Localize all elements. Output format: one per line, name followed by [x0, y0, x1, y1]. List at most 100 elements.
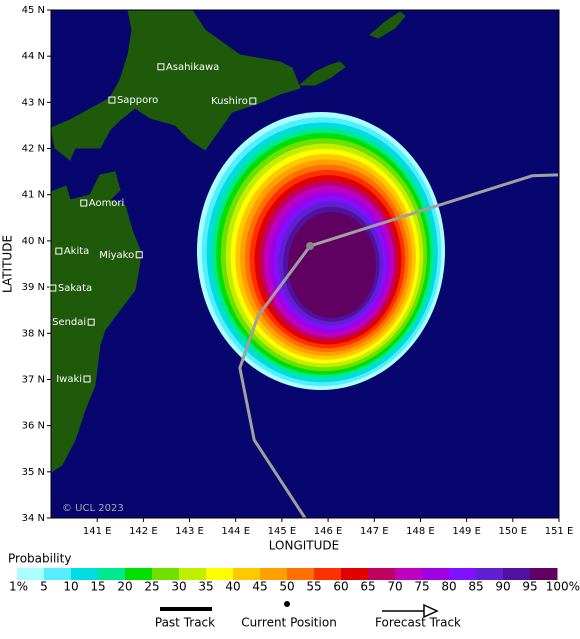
legend-arrow — [423, 603, 439, 619]
y-tick-label: 39 N — [22, 282, 45, 293]
city-marker — [83, 375, 91, 383]
hokkaido — [51, 10, 301, 161]
colorbar-label: 85 — [468, 580, 483, 594]
city-marker — [80, 199, 88, 207]
y-tick-label: 36 N — [22, 421, 45, 432]
y-tick-label: 45 N — [22, 5, 45, 16]
x-tick-label: 142 E — [129, 526, 158, 537]
colorbar-swatch — [314, 568, 342, 580]
x-tick-label: 151 E — [545, 526, 574, 537]
colorbar-swatch — [449, 568, 477, 580]
city-marker — [157, 63, 165, 71]
y-tick-label: 41 N — [22, 190, 45, 201]
x-tick-label: 144 E — [221, 526, 250, 537]
city-marker — [135, 251, 143, 259]
y-axis-label: LATITUDE — [1, 235, 15, 293]
y-tick-label: 35 N — [22, 467, 45, 478]
legend-label: Past Track — [155, 616, 215, 630]
colorbar-label: 80 — [441, 580, 456, 594]
legend-current-position — [284, 601, 290, 607]
x-tick-label: 143 E — [175, 526, 204, 537]
colorbar-label: 70 — [387, 580, 402, 594]
city-label: Sapporo — [117, 95, 158, 106]
city-label: Sendai — [52, 317, 86, 328]
colorbar-swatch — [71, 568, 99, 580]
city-marker — [249, 97, 257, 105]
colorbar-swatch — [206, 568, 234, 580]
colorbar-label: 75 — [414, 580, 429, 594]
city-marker — [55, 247, 63, 255]
colorbar-label: 55 — [306, 580, 321, 594]
city-marker — [49, 284, 57, 292]
y-tick-label: 44 N — [22, 51, 45, 62]
sakhalin — [159, 10, 176, 19]
city-label: Akita — [64, 246, 89, 257]
colorbar-swatch — [233, 568, 261, 580]
colorbar-swatch — [287, 568, 315, 580]
kurils-2 — [369, 11, 406, 39]
colorbar-swatch — [422, 568, 450, 580]
y-tick-label: 40 N — [22, 236, 45, 247]
x-tick-label: 145 E — [268, 526, 297, 537]
colorbar-swatch — [341, 568, 369, 580]
y-tick-label: 37 N — [22, 374, 45, 385]
colorbar-label: 65 — [360, 580, 375, 594]
y-tick-label: 42 N — [22, 144, 45, 155]
colorbar-swatch — [368, 568, 396, 580]
city-label: Sakata — [58, 283, 92, 294]
colorbar-swatch — [503, 568, 531, 580]
colorbar-title: Probability — [8, 552, 71, 566]
current-position — [306, 241, 315, 250]
colorbar-swatch — [530, 568, 558, 580]
copyright: © UCL 2023 — [62, 503, 124, 514]
colorbar-swatch — [260, 568, 288, 580]
x-tick-label: 150 E — [499, 526, 528, 537]
colorbar-swatch — [125, 568, 153, 580]
colorbar-label: 45 — [252, 580, 267, 594]
x-tick-label: 148 E — [406, 526, 435, 537]
colorbar-label: 90 — [495, 580, 510, 594]
colorbar-swatch — [44, 568, 72, 580]
colorbar-label: 100% — [546, 580, 580, 594]
city-label: Miyako — [99, 250, 134, 261]
y-tick-label: 43 N — [22, 97, 45, 108]
honshu — [51, 171, 141, 473]
city-marker — [87, 318, 95, 326]
colorbar-label: 10 — [63, 580, 78, 594]
colorbar-label: 20 — [117, 580, 132, 594]
colorbar-label: 30 — [171, 580, 186, 594]
colorbar-swatch — [179, 568, 207, 580]
probability-band — [288, 212, 376, 318]
legend-label: Forecast Track — [375, 616, 461, 630]
city-label: Iwaki — [56, 374, 82, 385]
x-tick-label: 149 E — [452, 526, 481, 537]
colorbar-label: 25 — [144, 580, 159, 594]
colorbar-label: 50 — [279, 580, 294, 594]
city-label: Asahikawa — [166, 62, 219, 73]
x-tick-label: 147 E — [360, 526, 389, 537]
city-label: Kushiro — [211, 96, 248, 107]
tracks — [238, 173, 559, 518]
colorbar-label: 60 — [333, 580, 348, 594]
colorbar-label: 1% — [9, 580, 28, 594]
x-axis-label: LONGITUDE — [269, 539, 339, 553]
city-marker — [108, 96, 116, 104]
land — [51, 10, 406, 473]
probability-field — [197, 112, 445, 390]
colorbar-label: 5 — [40, 580, 48, 594]
past-track — [238, 245, 312, 518]
colorbar-swatch — [476, 568, 504, 580]
kurils — [298, 61, 346, 86]
colorbar-swatch — [395, 568, 423, 580]
city-label: Aomori — [89, 198, 125, 209]
x-tick-label: 146 E — [314, 526, 343, 537]
colorbar-swatch — [17, 568, 45, 580]
colorbar-label: 95 — [522, 580, 537, 594]
forecast-track — [309, 173, 559, 248]
colorbar-label: 40 — [225, 580, 240, 594]
y-tick-label: 38 N — [22, 328, 45, 339]
plot-frame — [50, 9, 560, 519]
colorbar-swatch — [152, 568, 180, 580]
colorbar-label: 35 — [198, 580, 213, 594]
